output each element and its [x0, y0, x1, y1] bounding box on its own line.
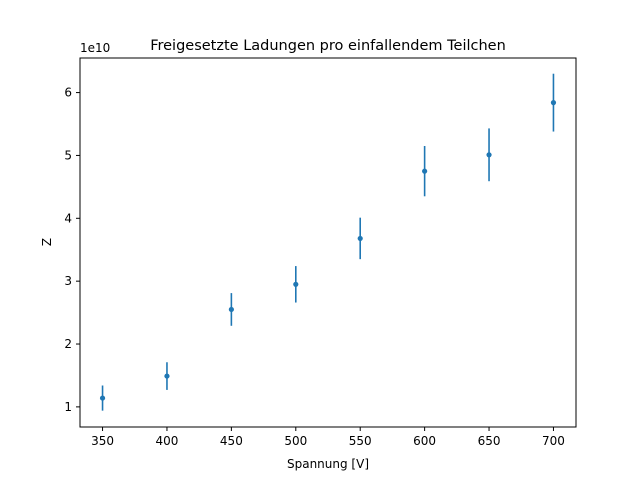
y-tick-label: 6 [64, 86, 72, 100]
x-axis-label: Spannung [V] [287, 457, 369, 471]
x-tick-label: 450 [220, 434, 243, 448]
y-axis-offset-label: 1e10 [80, 41, 110, 55]
y-tick-label: 2 [64, 337, 72, 351]
y-tick-label: 1 [64, 400, 72, 414]
y-tick-label: 5 [64, 148, 72, 162]
data-point [357, 235, 363, 242]
x-tick-label: 350 [91, 434, 114, 448]
data-point [99, 395, 106, 401]
data-point [164, 373, 170, 379]
x-tick-label: 550 [349, 434, 372, 448]
plot-area: 350 400 450 500 550 600 650 700 1 2 3 4 5 6 [64, 57, 577, 448]
data-point [550, 100, 557, 106]
chart-title: Freigesetzte Ladungen pro einfallendem T… [150, 38, 506, 54]
x-tick-label: 650 [478, 434, 501, 448]
axes-frame [79, 57, 577, 428]
data-point [228, 306, 234, 313]
y-tick-label: 3 [64, 274, 72, 288]
data-point [422, 168, 428, 174]
x-tick-label: 700 [542, 434, 565, 448]
data-point [486, 152, 492, 158]
x-tick-label: 400 [156, 434, 179, 448]
y-tick-label: 4 [64, 211, 72, 225]
data-point [293, 281, 299, 287]
y-axis-label: Z [40, 238, 54, 246]
x-tick-label: 500 [284, 434, 307, 448]
x-tick-label: 600 [413, 434, 436, 448]
